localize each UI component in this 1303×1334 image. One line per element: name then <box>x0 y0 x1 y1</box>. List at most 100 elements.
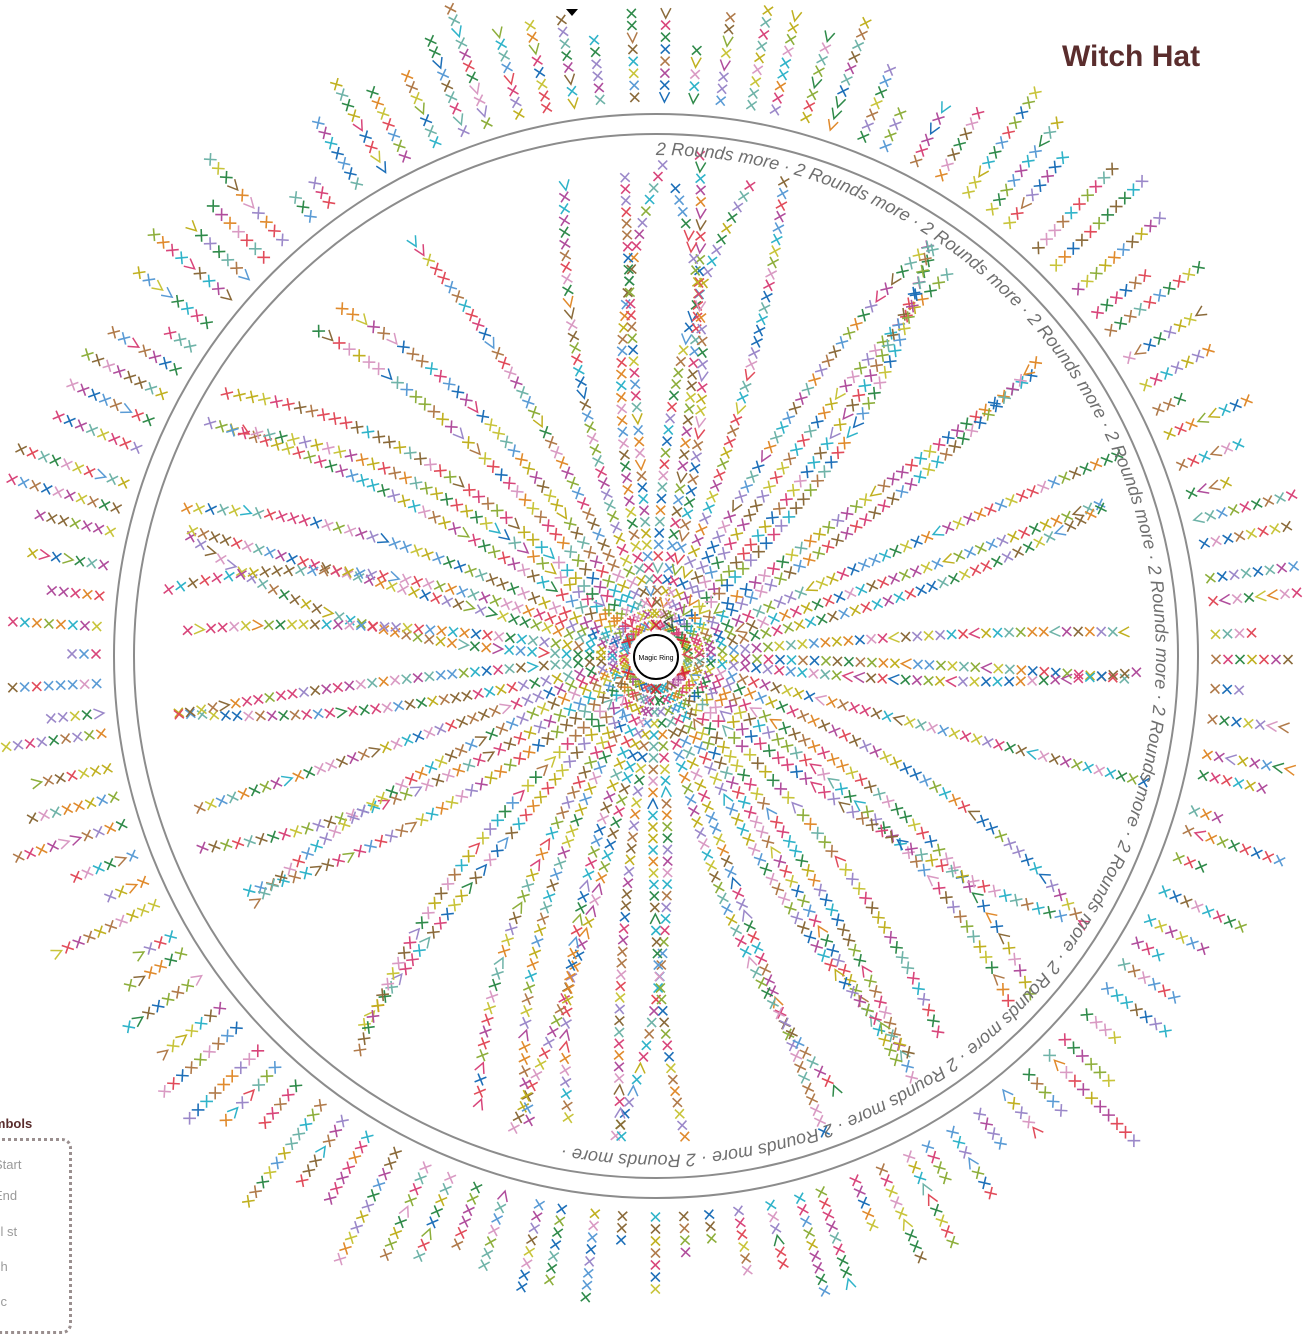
x-stitch-icon <box>344 167 357 180</box>
x-stitch-icon <box>785 548 799 562</box>
x-stitch-icon <box>988 884 1001 898</box>
x-stitch-icon <box>735 722 749 736</box>
x-stitch-icon <box>1109 291 1123 305</box>
x-stitch-icon <box>761 987 774 1000</box>
v-increase-icon <box>773 1233 785 1247</box>
x-stitch-icon <box>1037 750 1050 763</box>
x-stitch-icon <box>1016 664 1027 676</box>
x-stitch-icon <box>662 855 673 867</box>
x-stitch-icon <box>663 1051 675 1062</box>
x-stitch-icon <box>662 1040 673 1051</box>
x-stitch-icon <box>256 1175 270 1189</box>
x-stitch-icon <box>541 519 555 533</box>
x-stitch-icon <box>543 686 556 699</box>
x-stitch-icon <box>634 563 646 575</box>
x-stitch-icon <box>148 350 162 364</box>
x-stitch-icon <box>436 412 449 426</box>
v-increase-icon <box>817 924 829 938</box>
x-stitch-icon <box>616 946 628 958</box>
x-stitch-icon <box>333 445 347 459</box>
x-stitch-icon <box>1036 480 1050 494</box>
x-stitch-icon <box>521 1257 533 1270</box>
x-stitch-icon <box>776 461 790 475</box>
x-stitch-icon <box>529 677 541 689</box>
x-stitch-icon <box>387 128 401 142</box>
x-stitch-icon <box>1084 626 1096 637</box>
x-stitch-icon <box>154 959 167 973</box>
x-stitch-icon <box>803 534 817 548</box>
x-stitch-icon <box>787 22 799 34</box>
x-stitch-icon <box>563 755 577 768</box>
x-stitch-icon <box>888 1027 901 1041</box>
x-stitch-icon <box>589 46 601 58</box>
x-stitch-icon <box>686 757 699 770</box>
x-stitch-icon <box>907 818 921 832</box>
x-stitch-icon <box>520 1089 533 1102</box>
x-stitch-icon <box>1004 741 1016 754</box>
x-stitch-icon <box>286 432 300 446</box>
x-stitch-icon <box>413 1249 426 1263</box>
x-stitch-icon <box>927 1150 941 1164</box>
x-stitch-icon <box>683 496 696 508</box>
x-stitch-icon <box>552 625 565 637</box>
x-stitch-icon <box>921 254 935 268</box>
x-stitch-icon <box>1102 1108 1115 1122</box>
x-stitch-icon <box>221 253 235 267</box>
x-stitch-icon <box>1028 522 1041 535</box>
x-stitch-icon <box>780 739 794 753</box>
v-increase-icon <box>827 118 839 132</box>
x-stitch-icon <box>769 104 782 116</box>
x-stitch-icon <box>211 1037 225 1051</box>
x-stitch-icon <box>1209 772 1221 784</box>
x-stitch-icon <box>1084 225 1097 239</box>
x-stitch-icon <box>397 494 411 508</box>
x-stitch-icon <box>844 587 857 600</box>
x-stitch-icon <box>667 727 680 739</box>
x-stitch-icon <box>421 548 434 561</box>
x-stitch-icon <box>204 798 217 811</box>
x-stitch-icon <box>258 1116 272 1130</box>
x-stitch-icon <box>911 630 923 642</box>
x-stitch-icon <box>620 472 633 484</box>
v-increase-icon <box>419 936 431 949</box>
x-stitch-icon <box>674 483 686 495</box>
x-stitch-icon <box>524 19 536 32</box>
x-stitch-icon <box>671 505 683 518</box>
x-stitch-icon <box>576 536 590 549</box>
x-stitch-icon <box>793 559 806 573</box>
x-stitch-icon <box>565 679 578 692</box>
x-stitch-icon <box>1066 242 1080 255</box>
x-stitch-icon <box>803 1227 816 1239</box>
x-stitch-icon <box>1252 565 1264 577</box>
x-stitch-icon <box>875 1163 889 1176</box>
x-stitch-icon <box>750 335 763 348</box>
x-stitch-icon <box>791 884 804 898</box>
x-stitch-icon <box>493 630 505 643</box>
v-increase-icon <box>50 949 64 960</box>
x-stitch-icon <box>817 1125 831 1138</box>
x-stitch-icon <box>1210 535 1222 547</box>
x-stitch-icon <box>1048 160 1062 174</box>
x-stitch-icon <box>615 368 627 380</box>
x-stitch-icon <box>934 629 946 641</box>
x-stitch-icon <box>1243 592 1255 603</box>
x-stitch-icon <box>730 924 743 937</box>
x-stitch-icon <box>736 823 750 836</box>
x-stitch-icon <box>623 275 635 287</box>
x-stitch-icon <box>1181 355 1194 369</box>
v-increase-icon <box>676 471 688 484</box>
x-stitch-icon <box>782 1028 795 1041</box>
x-stitch-icon <box>647 608 658 619</box>
x-stitch-icon <box>142 273 156 287</box>
x-stitch-icon <box>749 966 763 979</box>
x-stitch-icon <box>821 1074 834 1088</box>
x-stitch-icon <box>147 228 161 242</box>
x-stitch-icon <box>271 565 283 577</box>
x-stitch-icon <box>739 643 751 655</box>
v-increase-icon <box>880 1021 891 1035</box>
x-stitch-icon <box>29 479 42 492</box>
x-stitch-icon <box>670 378 682 390</box>
x-stitch-icon <box>617 333 629 345</box>
x-stitch-icon <box>385 580 398 593</box>
x-stitch-icon <box>879 750 892 764</box>
